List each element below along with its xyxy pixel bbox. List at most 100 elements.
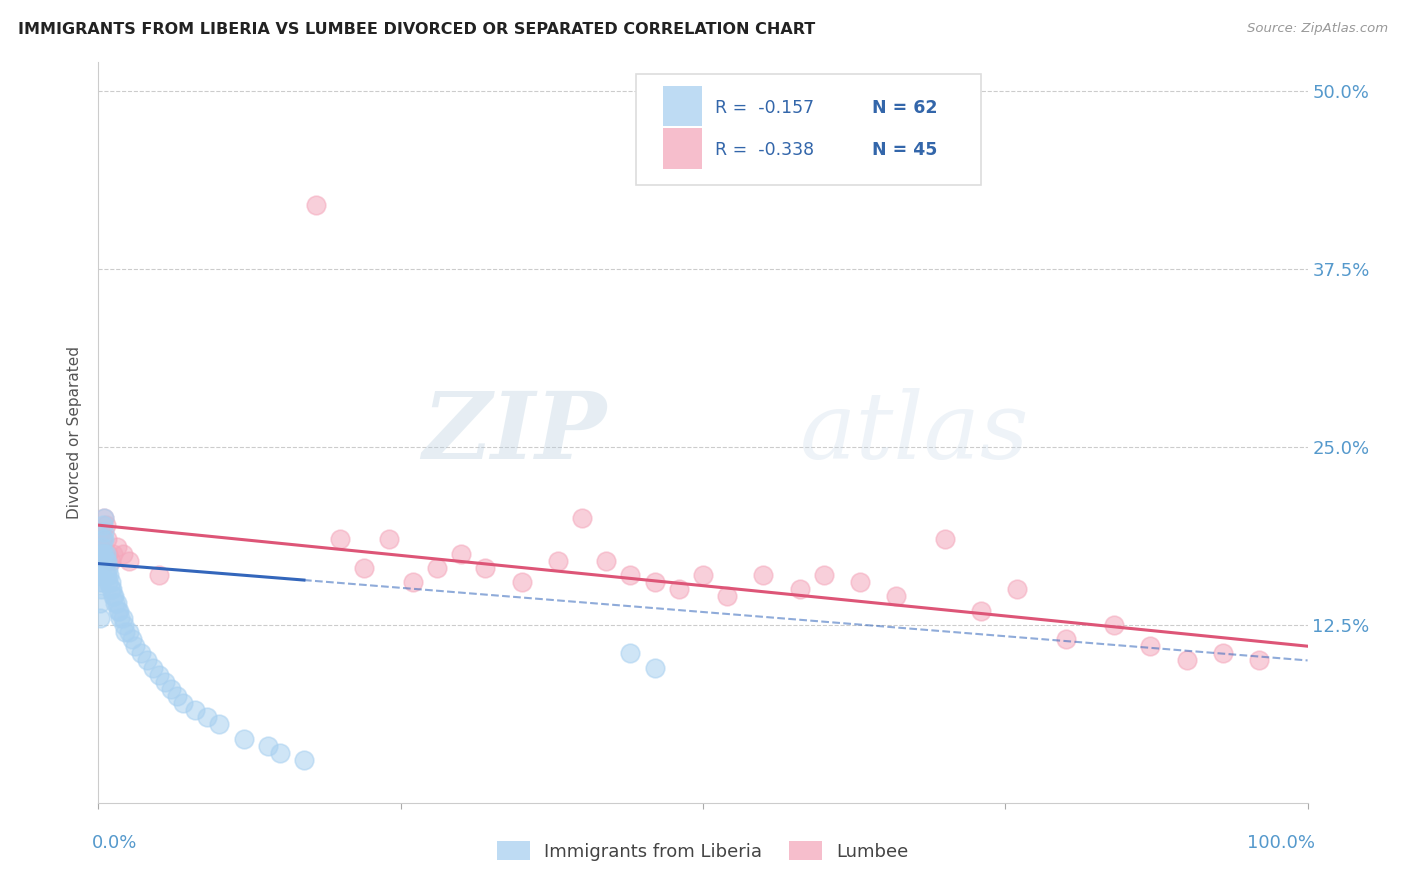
Point xyxy=(96,533,118,547)
Point xyxy=(208,717,231,731)
Point xyxy=(668,582,690,597)
Text: IMMIGRANTS FROM LIBERIA VS LUMBEE DIVORCED OR SEPARATED CORRELATION CHART: IMMIGRANTS FROM LIBERIA VS LUMBEE DIVORC… xyxy=(18,22,815,37)
FancyBboxPatch shape xyxy=(637,73,981,185)
Point xyxy=(195,710,218,724)
Point xyxy=(89,575,111,590)
Point xyxy=(571,511,593,525)
Point xyxy=(105,597,128,611)
Point xyxy=(105,540,128,554)
Point xyxy=(100,575,122,590)
Point xyxy=(89,610,111,624)
Point xyxy=(94,518,117,533)
Point xyxy=(91,533,114,547)
Point xyxy=(124,639,146,653)
Point xyxy=(292,753,315,767)
Point xyxy=(450,547,472,561)
Y-axis label: Divorced or Separated: Divorced or Separated xyxy=(67,346,83,519)
Point xyxy=(101,547,124,561)
FancyBboxPatch shape xyxy=(664,86,702,127)
Point xyxy=(111,610,134,624)
Point xyxy=(90,561,112,575)
Point xyxy=(91,557,114,571)
FancyBboxPatch shape xyxy=(664,128,702,169)
Point xyxy=(184,703,207,717)
Point xyxy=(91,547,114,561)
Point xyxy=(93,533,115,547)
Point xyxy=(121,632,143,646)
Point xyxy=(91,568,114,582)
Point xyxy=(1139,639,1161,653)
Point xyxy=(716,590,738,604)
Point xyxy=(94,554,117,568)
Point xyxy=(256,739,278,753)
Point xyxy=(160,681,183,696)
Point xyxy=(142,660,165,674)
Text: N = 62: N = 62 xyxy=(872,99,938,117)
Point xyxy=(269,746,291,760)
Point xyxy=(93,547,115,561)
Point xyxy=(91,518,114,533)
Point xyxy=(96,568,118,582)
Point xyxy=(91,547,114,561)
Point xyxy=(90,582,112,597)
Point xyxy=(619,646,641,660)
Point xyxy=(98,568,121,582)
Point xyxy=(91,547,114,561)
Point xyxy=(101,590,124,604)
Point xyxy=(172,696,194,710)
Text: R =  -0.157: R = -0.157 xyxy=(716,99,814,117)
Point xyxy=(329,533,352,547)
Point xyxy=(934,533,956,547)
Point xyxy=(1175,653,1198,667)
Point xyxy=(118,554,141,568)
Point xyxy=(402,575,425,590)
Point xyxy=(1054,632,1077,646)
Point xyxy=(97,561,120,575)
Point xyxy=(93,511,115,525)
Text: 0.0%: 0.0% xyxy=(91,834,136,852)
Text: N = 45: N = 45 xyxy=(872,141,938,160)
Point xyxy=(118,624,141,639)
Point xyxy=(100,582,122,597)
Point xyxy=(510,575,533,590)
Text: 100.0%: 100.0% xyxy=(1247,834,1315,852)
Point xyxy=(107,604,129,618)
Point xyxy=(90,554,112,568)
Point xyxy=(93,525,115,540)
Point xyxy=(547,554,569,568)
Point xyxy=(108,610,131,624)
Point xyxy=(426,561,449,575)
Point xyxy=(89,540,111,554)
Point xyxy=(644,660,666,674)
Text: ZIP: ZIP xyxy=(422,388,606,477)
Point xyxy=(135,653,157,667)
Point xyxy=(1007,582,1029,597)
Point xyxy=(849,575,872,590)
Point xyxy=(692,568,714,582)
Point xyxy=(112,617,135,632)
Point xyxy=(595,554,617,568)
Point xyxy=(108,604,131,618)
Point xyxy=(1249,653,1271,667)
Point xyxy=(153,674,176,689)
Point xyxy=(94,568,117,582)
Legend: Immigrants from Liberia, Lumbee: Immigrants from Liberia, Lumbee xyxy=(491,834,915,868)
Point xyxy=(1212,646,1234,660)
Point xyxy=(104,597,127,611)
Text: atlas: atlas xyxy=(800,388,1029,477)
Point xyxy=(100,554,122,568)
Point xyxy=(353,561,375,575)
Point xyxy=(752,568,775,582)
Point xyxy=(789,582,811,597)
Point xyxy=(90,525,112,540)
Text: Source: ZipAtlas.com: Source: ZipAtlas.com xyxy=(1247,22,1388,36)
Point xyxy=(90,575,112,590)
Point xyxy=(93,511,115,525)
Point xyxy=(886,590,908,604)
Point xyxy=(474,561,496,575)
Point xyxy=(148,667,170,681)
Point xyxy=(89,597,111,611)
Point xyxy=(148,568,170,582)
Point xyxy=(97,575,120,590)
Point xyxy=(89,561,111,575)
